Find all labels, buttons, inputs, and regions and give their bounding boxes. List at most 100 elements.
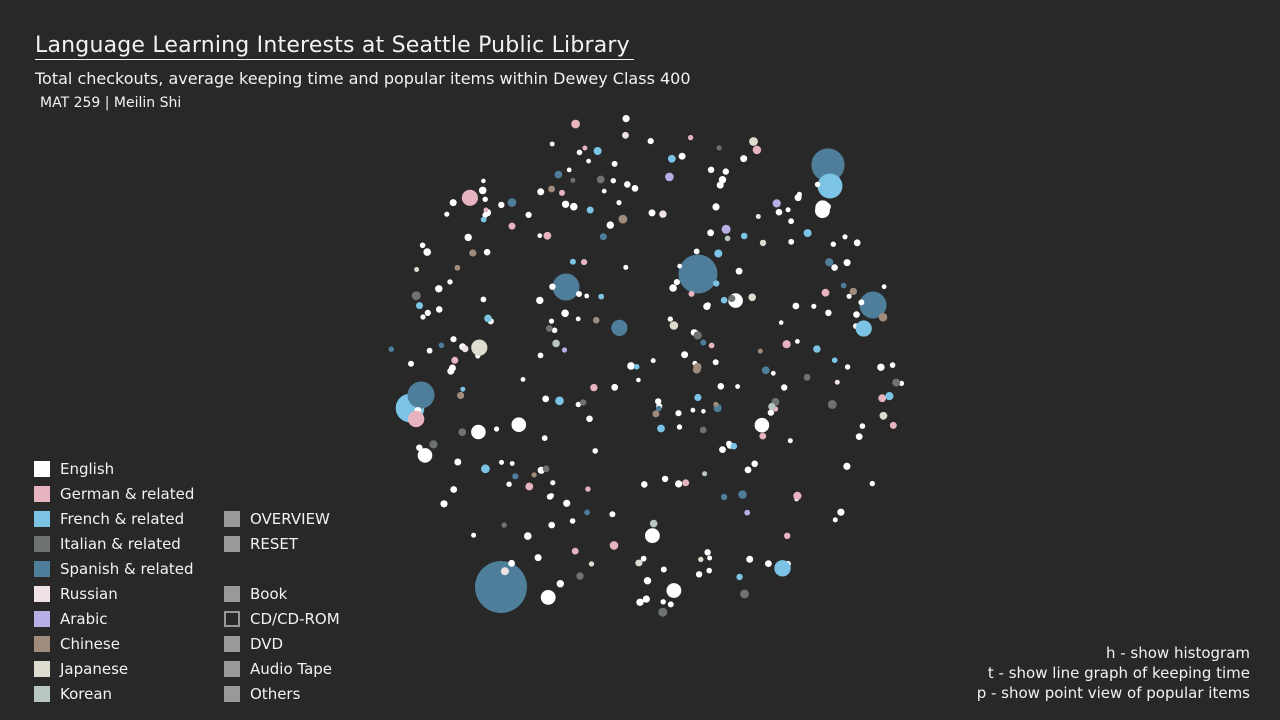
point-english[interactable] <box>584 293 590 299</box>
point-english[interactable] <box>447 279 453 285</box>
point-french[interactable] <box>598 293 605 300</box>
legend-item-korean[interactable]: Korean <box>34 681 194 706</box>
point-english[interactable] <box>859 423 866 429</box>
point-french[interactable] <box>633 364 640 370</box>
point-english[interactable] <box>537 233 543 239</box>
point-english[interactable] <box>440 500 448 508</box>
point-italian[interactable] <box>576 572 584 580</box>
legend-item-spanish-related[interactable]: Spanish & related <box>34 556 194 581</box>
point-english[interactable] <box>666 583 682 598</box>
point-german[interactable] <box>759 432 767 440</box>
point-french[interactable] <box>416 302 423 310</box>
point-italian[interactable] <box>429 440 438 449</box>
point-german[interactable] <box>571 119 580 129</box>
point-english[interactable] <box>681 351 689 359</box>
point-italian[interactable] <box>716 145 722 151</box>
legend-item-russian[interactable]: Russian <box>34 581 194 606</box>
point-english[interactable] <box>449 199 457 207</box>
point-english[interactable] <box>520 377 526 382</box>
point-japanese[interactable] <box>748 293 756 302</box>
point-german[interactable] <box>407 410 425 428</box>
point-english[interactable] <box>537 188 545 196</box>
point-english[interactable] <box>811 303 817 309</box>
point-korean[interactable] <box>702 471 708 477</box>
point-english[interactable] <box>508 559 515 567</box>
point-chinese[interactable] <box>849 287 857 296</box>
point-italian[interactable] <box>570 177 576 183</box>
point-english[interactable] <box>550 480 556 486</box>
bubble-spanish[interactable] <box>678 254 718 294</box>
bubble-french[interactable] <box>817 173 843 199</box>
point-german[interactable] <box>581 259 588 266</box>
point-english[interactable] <box>640 555 647 562</box>
point-russian[interactable] <box>834 379 840 385</box>
point-english[interactable] <box>506 481 512 487</box>
point-italian[interactable] <box>545 325 553 332</box>
legend-item-japanese[interactable]: Japanese <box>34 656 194 681</box>
point-english[interactable] <box>722 168 729 175</box>
point-japanese[interactable] <box>749 137 758 146</box>
point-english[interactable] <box>707 555 713 561</box>
point-german[interactable] <box>582 145 588 151</box>
point-english[interactable] <box>586 415 593 423</box>
point-english[interactable] <box>450 486 458 493</box>
point-english[interactable] <box>569 518 576 524</box>
point-german[interactable] <box>543 231 552 240</box>
point-english[interactable] <box>435 306 443 313</box>
point-english[interactable] <box>586 158 591 164</box>
point-english[interactable] <box>648 209 656 217</box>
point-english[interactable] <box>480 296 487 303</box>
point-japanese[interactable] <box>669 321 679 330</box>
point-french[interactable] <box>484 314 492 323</box>
point-russian[interactable] <box>622 131 629 139</box>
point-english[interactable] <box>419 242 426 249</box>
point-spanish[interactable] <box>720 493 728 501</box>
point-german[interactable] <box>483 207 489 213</box>
point-german[interactable] <box>559 189 565 196</box>
media-filter-checkbox[interactable] <box>224 610 240 627</box>
point-spanish[interactable] <box>438 342 445 349</box>
media-filter-dvd[interactable]: DVD <box>224 631 340 656</box>
point-french[interactable] <box>667 154 676 163</box>
legend-item-arabic[interactable]: Arabic <box>34 606 194 631</box>
point-english[interactable] <box>735 384 740 389</box>
point-english[interactable] <box>424 309 431 316</box>
point-french[interactable] <box>730 442 738 450</box>
point-english[interactable] <box>781 384 788 391</box>
point-english[interactable] <box>855 433 863 440</box>
point-german[interactable] <box>590 383 598 392</box>
point-english[interactable] <box>606 221 614 229</box>
point-korean[interactable] <box>724 235 731 242</box>
point-italian[interactable] <box>892 378 901 387</box>
point-german[interactable] <box>461 189 478 206</box>
legend-item-english[interactable]: English <box>34 456 194 481</box>
point-english[interactable] <box>705 302 711 308</box>
legend-item-italian-related[interactable]: Italian & related <box>34 531 194 556</box>
point-english[interactable] <box>673 279 681 286</box>
point-english[interactable] <box>643 577 652 585</box>
point-english[interactable] <box>825 309 832 316</box>
point-english[interactable] <box>706 567 712 574</box>
point-french[interactable] <box>885 392 894 401</box>
point-french[interactable] <box>657 424 665 433</box>
point-english[interactable] <box>889 362 896 368</box>
point-english[interactable] <box>561 200 570 208</box>
point-english[interactable] <box>592 448 598 454</box>
point-english[interactable] <box>509 461 515 466</box>
point-english[interactable] <box>647 138 654 145</box>
point-chinese[interactable] <box>469 249 477 257</box>
point-english[interactable] <box>641 481 648 488</box>
point-english[interactable] <box>795 339 800 344</box>
bubble-spanish[interactable] <box>552 273 580 301</box>
point-german[interactable] <box>508 222 516 230</box>
point-english[interactable] <box>814 181 821 188</box>
point-italian[interactable] <box>658 607 668 617</box>
point-chinese[interactable] <box>757 348 763 354</box>
point-english[interactable] <box>454 458 462 466</box>
bubble-spanish[interactable] <box>859 291 887 319</box>
point-italian[interactable] <box>579 399 587 406</box>
point-english[interactable] <box>877 363 885 371</box>
point-korean[interactable] <box>552 339 560 348</box>
point-english[interactable] <box>667 601 674 608</box>
point-english[interactable] <box>556 580 564 588</box>
